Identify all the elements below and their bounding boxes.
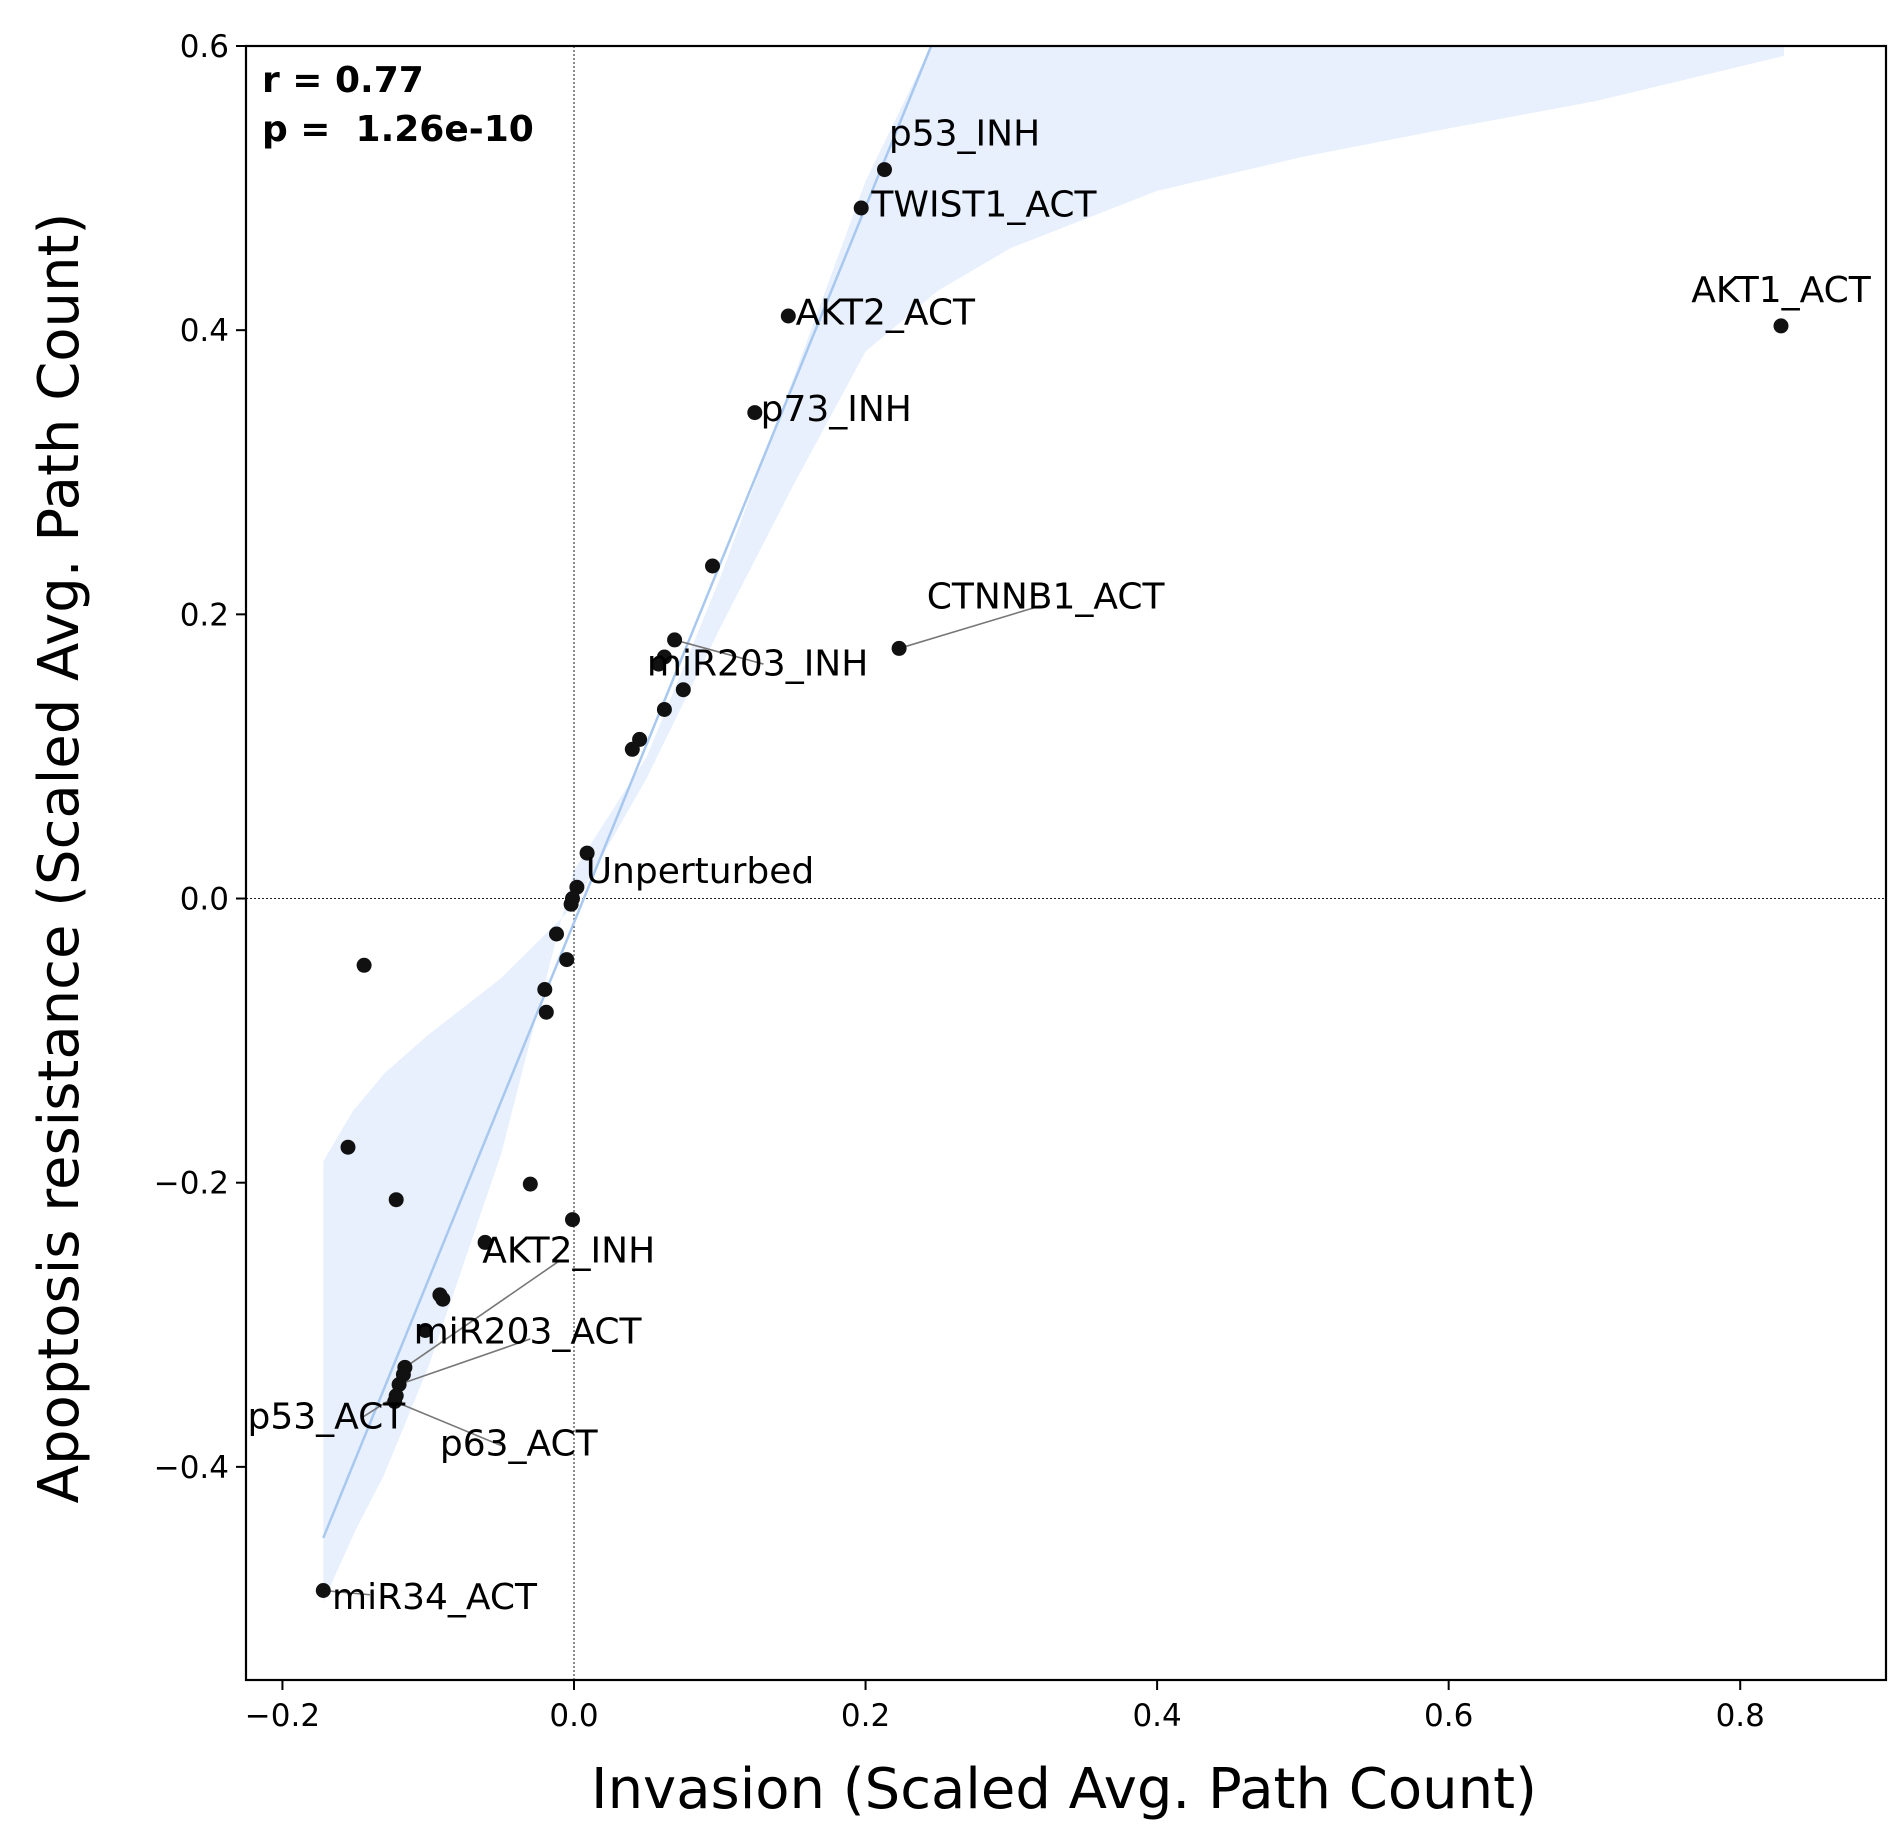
point-label-akt1-act: AKT1_ACT xyxy=(1691,270,1871,311)
data-point-14 xyxy=(579,845,595,861)
point-label-twist1-act: TWIST1_ACT xyxy=(870,185,1097,226)
y-ticks: −0.4 −0.2 0.0 0.2 0.4 0.6 xyxy=(154,29,246,1486)
y-tick-label: −0.4 xyxy=(154,1450,229,1486)
data-point-akt1-act xyxy=(1773,318,1789,334)
y-tick-label: 0.6 xyxy=(180,29,229,65)
x-tick-label: 0.8 xyxy=(1716,1698,1765,1734)
data-point-23 xyxy=(340,1139,356,1155)
point-label-mir203-act: miR203_ACT xyxy=(414,1311,643,1352)
data-point-mir203-act xyxy=(417,1323,433,1338)
data-point-26 xyxy=(565,1212,580,1228)
y-axis-title: Apoptosis resistance (Scaled Avg. Path C… xyxy=(27,213,92,1504)
point-label-p53-act: p53_ACT xyxy=(248,1397,407,1438)
point-label-p63-act: p63_ACT xyxy=(440,1424,599,1465)
correlation-p-text: p = 1.26e-10 xyxy=(262,109,534,150)
data-point-5 xyxy=(705,558,720,574)
data-point-20 xyxy=(537,982,553,997)
data-point-22 xyxy=(356,957,372,973)
x-ticks: −0.2 0.0 0.2 0.4 0.6 0.8 xyxy=(245,1680,1765,1734)
point-labels-layer: p53_INH TWIST1_ACT AKT2_ACT AKT1_ACT p73_INH… xyxy=(248,114,1872,1619)
y-tick-label: 0.4 xyxy=(180,313,229,349)
data-point-p73-inh xyxy=(747,405,763,421)
fit-line-layer xyxy=(322,45,933,1539)
data-point-21 xyxy=(538,1004,554,1020)
data-point-mir34-act xyxy=(315,1583,331,1598)
y-tick-label: 0.2 xyxy=(180,597,229,633)
y-tick-label: −0.2 xyxy=(154,1166,229,1202)
regression-fit-line xyxy=(322,45,933,1539)
data-point-ctnnb1-act xyxy=(891,640,907,656)
data-point-18 xyxy=(549,926,564,942)
leader-line-mir203-act xyxy=(398,1338,531,1386)
point-label-unperturbed: Unperturbed xyxy=(586,851,815,892)
data-point-11 xyxy=(656,702,672,717)
x-tick-label: 0.2 xyxy=(841,1698,890,1734)
data-point-akt2-act xyxy=(780,308,796,324)
data-point-9 xyxy=(651,656,667,672)
leader-line-mir203-inh xyxy=(674,639,764,665)
point-label-p53-inh: p53_INH xyxy=(889,114,1040,155)
data-point-29 xyxy=(435,1291,451,1307)
data-point-19 xyxy=(559,952,575,968)
data-point-17 xyxy=(563,896,579,912)
data-point-25 xyxy=(522,1176,538,1192)
data-point-p53-inh xyxy=(877,162,892,178)
data-point-24 xyxy=(388,1192,404,1208)
point-label-akt2-inh: AKT2_INH xyxy=(482,1230,655,1271)
x-axis-title: Invasion (Scaled Avg. Path Count) xyxy=(591,1757,1537,1822)
data-point-akt2-inh xyxy=(477,1234,493,1250)
y-tick-label: 0.0 xyxy=(180,882,229,918)
reference-lines-layer xyxy=(246,46,1886,1680)
x-tick-label: 0.6 xyxy=(1424,1698,1473,1734)
data-point-10 xyxy=(675,682,691,698)
leader-line-ctnnb1-act xyxy=(898,605,1041,650)
point-label-mir203-inh: miR203_INH xyxy=(647,643,868,684)
x-tick-label: 0.0 xyxy=(549,1698,598,1734)
point-label-p73-inh: p73_INH xyxy=(761,389,912,430)
plot-frame xyxy=(244,44,1888,1682)
leader-line-akt2-inh xyxy=(404,1260,560,1369)
point-label-akt2-act: AKT2_ACT xyxy=(796,293,976,334)
data-point-13 xyxy=(624,741,640,757)
data-point-mir203-inh xyxy=(667,632,683,648)
leader-line-p63-act xyxy=(394,1400,502,1447)
data-point-33 xyxy=(391,1377,407,1392)
data-point-twist1-act xyxy=(853,200,869,216)
x-tick-label: −0.2 xyxy=(245,1698,320,1734)
points-layer xyxy=(315,162,1789,1598)
correlation-r-text: r = 0.77 xyxy=(262,60,424,101)
data-point-p63-act xyxy=(387,1394,403,1409)
point-label-mir34-act: miR34_ACT xyxy=(332,1577,538,1618)
point-label-ctnnb1-act: CTNNB1_ACT xyxy=(927,577,1166,618)
data-point-unperturbed xyxy=(569,879,585,895)
leader-line-mir34-act xyxy=(323,1589,370,1596)
x-tick-label: 0.4 xyxy=(1132,1698,1181,1734)
